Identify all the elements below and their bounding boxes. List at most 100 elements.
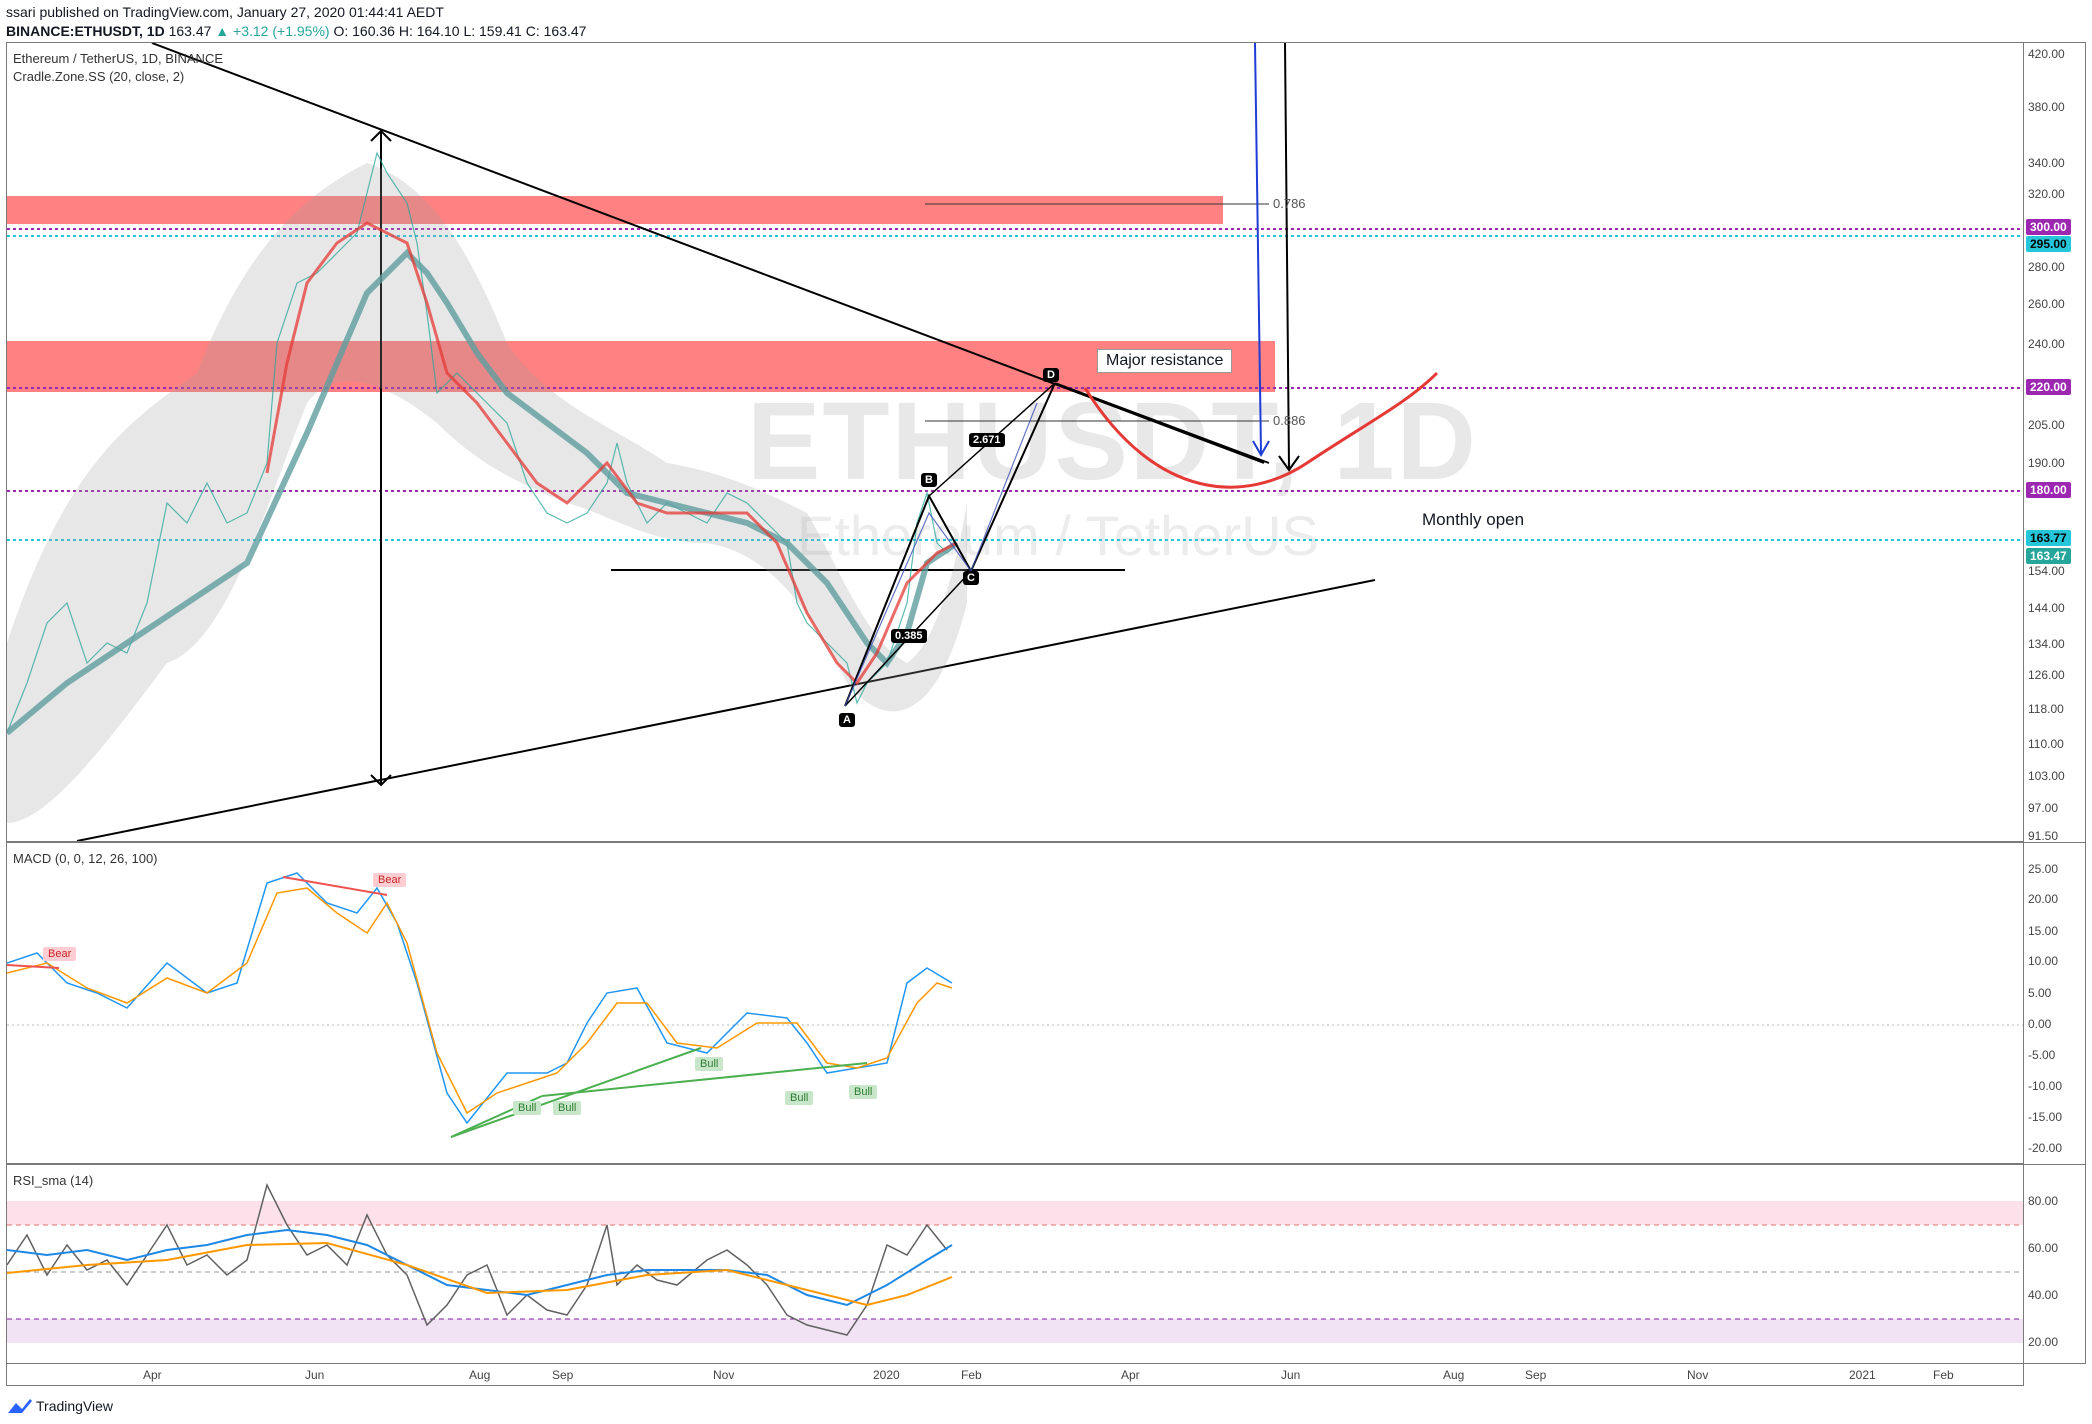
time-axis-ticks: Apr Jun Aug Sep Nov 2020 Feb Apr Jun Aug…	[143, 1368, 1954, 1382]
macd-tick-m10: -10.00	[2028, 1079, 2062, 1093]
tick-118: 118.00	[2028, 702, 2064, 716]
bull-label-3: Bull	[695, 1057, 724, 1071]
bear-divergence-1	[7, 964, 60, 969]
tick-280: 280.00	[2028, 260, 2065, 274]
bear-divergence-2	[282, 876, 388, 896]
rsi-pane[interactable]: RSI_sma (14)	[6, 1164, 2024, 1364]
macd-pane[interactable]: MACD (0, 0, 12, 26, 100) Bear Bear Bull …	[6, 842, 2024, 1164]
bull-label-1: Bull	[513, 1101, 542, 1115]
time-tick-2021: 2021	[1849, 1368, 1876, 1382]
tradingview-brand[interactable]: TradingView	[8, 1398, 113, 1414]
point-b-label: B	[921, 473, 937, 487]
tick-154: 154.00	[2028, 564, 2065, 578]
macd-axis[interactable]: 25.00 20.00 15.00 10.00 5.00 0.00 -5.00 …	[2024, 842, 2086, 1164]
time-tick-sep: Sep	[552, 1368, 574, 1382]
rsi-tick-60: 60.00	[2028, 1241, 2058, 1255]
tick-190: 190.00	[2028, 456, 2065, 470]
time-axis[interactable]: Apr Jun Aug Sep Nov 2020 Feb Apr Jun Aug…	[6, 1364, 2024, 1386]
price-tag-163-77: 163.77	[2026, 530, 2071, 546]
ratio-label-1: 2.671	[969, 433, 1005, 447]
major-resistance-label[interactable]: Major resistance	[1097, 349, 1233, 373]
harmonic-pattern	[844, 382, 1056, 707]
bull-label-5: Bull	[849, 1085, 878, 1099]
tradingview-logo-icon	[8, 1399, 32, 1413]
tick-103: 103.00	[2028, 769, 2065, 783]
time-tick-feb-2: Feb	[1933, 1368, 1954, 1382]
measured-move-arrow-top	[370, 129, 392, 142]
black-down-arrow	[1284, 43, 1290, 469]
point-a-label: A	[839, 713, 855, 727]
ratio-label-2: 0.385	[891, 629, 927, 643]
signal-line	[7, 887, 953, 1115]
black-down-arrowhead	[1278, 455, 1300, 472]
study-title: Cradle.Zone.SS (20, close, 2)	[13, 69, 185, 84]
macd-tick-10: 10.00	[2028, 954, 2058, 968]
resistance-zone-upper	[7, 196, 1223, 224]
price-axis[interactable]: 420.00 380.00 340.00 320.00 280.00 260.0…	[2024, 42, 2086, 843]
monthly-open-label[interactable]: Monthly open	[1422, 510, 1525, 529]
projection-arc	[1083, 371, 1439, 489]
blue-down-arrow	[1254, 43, 1262, 454]
rsi-tick-20: 20.00	[2028, 1335, 2058, 1349]
rsi-axis[interactable]: 80.00 60.00 40.00 20.00	[2024, 1164, 2086, 1364]
bear-label-2: Bear	[373, 873, 407, 887]
price-chart-canvas[interactable]	[7, 43, 2023, 841]
fib-786-label: 0.786	[1273, 196, 1306, 211]
measured-move-arrow-bottom	[370, 774, 392, 787]
price-tag-163-47: 163.47	[2026, 548, 2071, 564]
macd-tick-5: 5.00	[2028, 986, 2052, 1000]
price-tag-220: 220.00	[2026, 379, 2071, 395]
tick-126: 126.00	[2028, 668, 2065, 682]
macd-tick-m5: -5.00	[2028, 1048, 2056, 1062]
fib-886-label: 0.886	[1273, 413, 1306, 428]
tick-144: 144.00	[2028, 601, 2065, 615]
projection-blue	[844, 402, 1038, 707]
rsi-title: RSI_sma (14)	[13, 1173, 94, 1188]
price-path	[7, 151, 958, 734]
symbol-label[interactable]: BINANCE:ETHUSDT, 1D	[6, 23, 165, 39]
price-tag-295: 295.00	[2026, 236, 2071, 252]
macd-tick-0: 0.00	[2028, 1017, 2052, 1031]
tick-91-5: 91.50	[2028, 829, 2058, 841]
time-tick-apr: Apr	[143, 1368, 162, 1382]
price-axis-ticks: 420.00 380.00 340.00 320.00 280.00 260.0…	[2028, 47, 2065, 843]
triangle-upper-trendline	[151, 43, 1265, 464]
price-tag-300: 300.00	[2026, 219, 2071, 235]
point-c-label: C	[963, 571, 979, 585]
price-pane[interactable]: ETHUSDT, 1D Ethereum / TetherUS	[6, 42, 2024, 842]
publish-info: ssari published on TradingView.com, Janu…	[6, 4, 444, 20]
tick-260: 260.00	[2028, 297, 2065, 311]
tick-420: 420.00	[2028, 47, 2065, 61]
ohlc-close: C: 163.47	[525, 23, 587, 39]
rsi-tick-80: 80.00	[2028, 1194, 2058, 1208]
time-tick-jun: Jun	[305, 1368, 324, 1382]
rsi-signal-line	[7, 1241, 953, 1307]
time-tick-feb: Feb	[961, 1368, 982, 1382]
ohlc-open: O: 160.36	[333, 23, 395, 39]
time-tick-aug: Aug	[469, 1368, 490, 1382]
time-tick-nov-2: Nov	[1687, 1368, 1708, 1382]
brand-label: TradingView	[36, 1398, 114, 1414]
rsi-sma-line	[7, 1228, 953, 1307]
bear-label-1: Bear	[43, 947, 77, 961]
tick-320: 320.00	[2028, 187, 2065, 201]
resistance-zone-major	[7, 341, 1275, 392]
rsi-tick-40: 40.00	[2028, 1288, 2058, 1302]
bull-label-2: Bull	[553, 1101, 582, 1115]
ohlc-low: L: 159.41	[463, 23, 522, 39]
time-tick-aug-2: Aug	[1443, 1368, 1464, 1382]
macd-tick-15: 15.00	[2028, 924, 2058, 938]
tick-110: 110.00	[2028, 737, 2064, 751]
ema-thick-line	[7, 248, 959, 736]
time-tick-nov: Nov	[713, 1368, 734, 1382]
tick-340: 340.00	[2028, 156, 2065, 170]
main-pane-title: Ethereum / TetherUS, 1D, BINANCE	[13, 51, 224, 66]
sma-red-line	[265, 221, 958, 686]
d-drop-to-target	[1054, 382, 1270, 464]
triangle-lower-trendline	[76, 579, 1376, 841]
symbol-quote-line: BINANCE:ETHUSDT, 1D 163.47 ▲ +3.12 (+1.9…	[6, 22, 586, 40]
tick-134: 134.00	[2028, 637, 2065, 651]
time-tick-jun-2: Jun	[1281, 1368, 1300, 1382]
symbol-watermark: ETHUSDT, 1D	[747, 380, 1478, 503]
time-tick-sep-2: Sep	[1525, 1368, 1547, 1382]
